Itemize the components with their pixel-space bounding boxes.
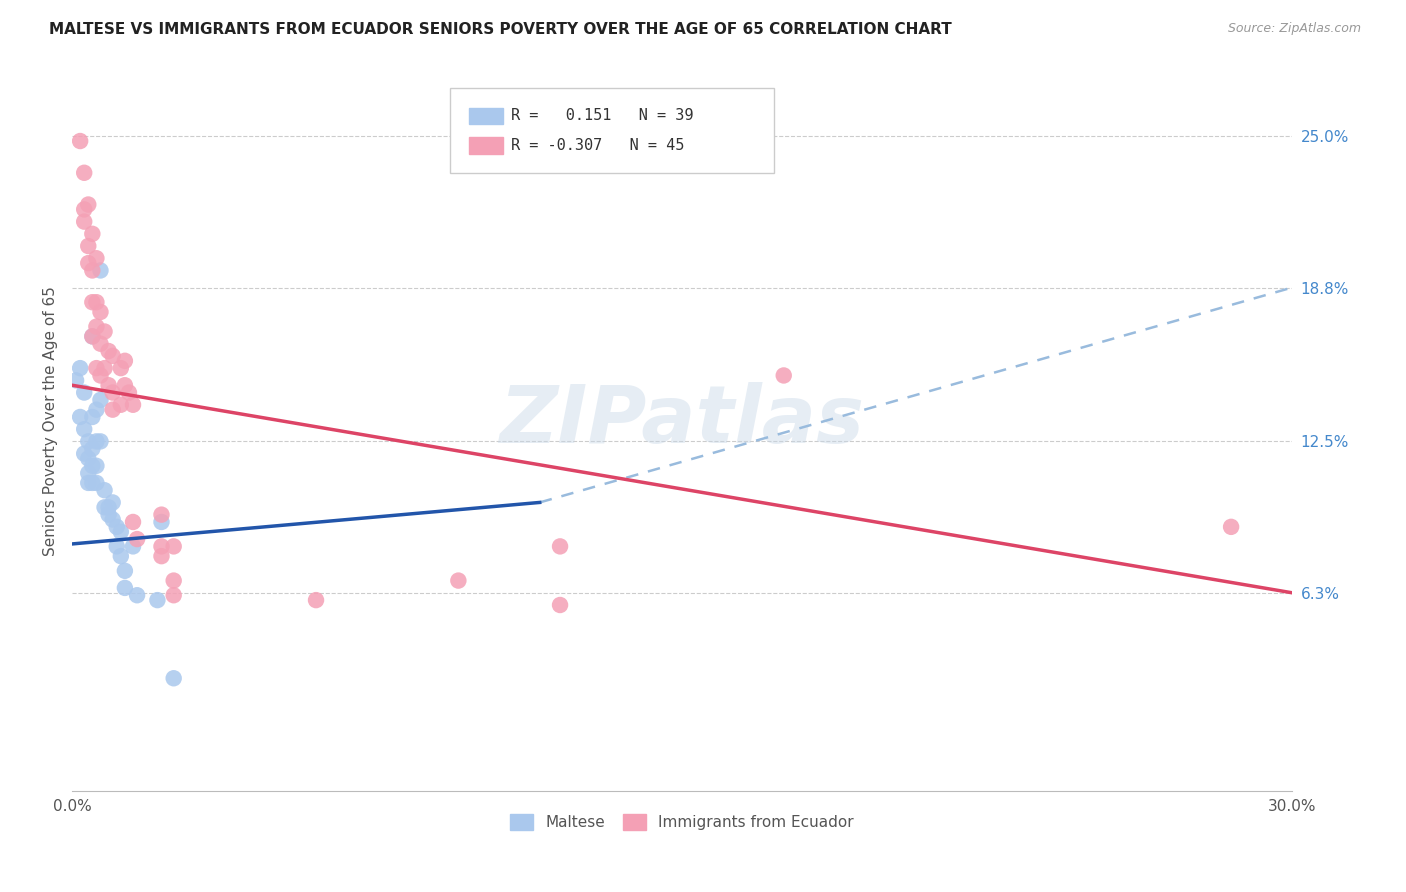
Point: [73, 422, 96, 436]
Point: [82, 458, 104, 473]
Point: [163, 574, 186, 588]
Text: R = -0.307   N = 45: R = -0.307 N = 45: [512, 138, 685, 153]
Point: [101, 349, 124, 363]
Point: [82, 329, 104, 343]
Point: [97, 500, 120, 515]
Point: [69, 409, 91, 424]
Point: [97, 344, 120, 359]
Point: [86, 295, 108, 310]
Point: [110, 524, 132, 539]
Point: [163, 540, 186, 554]
Point: [86, 252, 108, 266]
Point: [110, 398, 132, 412]
Point: [73, 202, 96, 217]
Point: [86, 402, 108, 417]
Point: [125, 588, 148, 602]
Point: [82, 409, 104, 424]
Point: [73, 166, 96, 180]
Point: [163, 671, 186, 685]
Point: [69, 134, 91, 148]
Point: [89, 263, 111, 277]
Point: [101, 512, 124, 526]
Point: [86, 458, 108, 473]
Point: [105, 540, 128, 554]
Point: [77, 434, 100, 449]
Point: [77, 239, 100, 253]
Point: [86, 319, 108, 334]
Point: [305, 593, 328, 607]
Point: [114, 564, 136, 578]
Point: [146, 593, 169, 607]
Point: [82, 329, 104, 343]
Point: [86, 434, 108, 449]
Point: [73, 214, 96, 228]
Point: [122, 515, 145, 529]
Point: [114, 353, 136, 368]
Point: [89, 336, 111, 351]
Point: [101, 495, 124, 509]
Point: [150, 549, 173, 563]
Point: [118, 385, 141, 400]
FancyBboxPatch shape: [450, 87, 773, 173]
Text: R =   0.151   N = 39: R = 0.151 N = 39: [512, 108, 693, 123]
Point: [65, 373, 87, 387]
Point: [89, 368, 111, 383]
Point: [114, 581, 136, 595]
Point: [93, 325, 115, 339]
Point: [93, 500, 115, 515]
Point: [110, 361, 132, 376]
Point: [77, 256, 100, 270]
Point: [86, 475, 108, 490]
Point: [77, 451, 100, 466]
Point: [110, 549, 132, 563]
Point: [82, 295, 104, 310]
Point: [772, 368, 794, 383]
Point: [93, 483, 115, 498]
Text: MALTESE VS IMMIGRANTS FROM ECUADOR SENIORS POVERTY OVER THE AGE OF 65 CORRELATIO: MALTESE VS IMMIGRANTS FROM ECUADOR SENIO…: [49, 22, 952, 37]
Point: [105, 520, 128, 534]
Point: [125, 532, 148, 546]
Point: [548, 598, 571, 612]
Point: [82, 442, 104, 456]
Point: [101, 385, 124, 400]
Point: [77, 466, 100, 480]
Legend: Maltese, Immigrants from Ecuador: Maltese, Immigrants from Ecuador: [503, 808, 860, 836]
Point: [93, 361, 115, 376]
Text: ZIPatlas: ZIPatlas: [499, 382, 865, 459]
Point: [73, 385, 96, 400]
Bar: [468, 137, 503, 153]
Point: [97, 508, 120, 522]
Point: [548, 540, 571, 554]
Point: [163, 588, 186, 602]
Point: [86, 361, 108, 376]
Point: [1220, 520, 1243, 534]
Point: [82, 475, 104, 490]
Point: [73, 447, 96, 461]
Point: [89, 305, 111, 319]
Point: [122, 398, 145, 412]
Point: [150, 508, 173, 522]
Point: [150, 540, 173, 554]
Point: [82, 227, 104, 241]
Point: [77, 475, 100, 490]
Point: [89, 392, 111, 407]
Point: [82, 263, 104, 277]
Point: [101, 402, 124, 417]
Point: [77, 197, 100, 211]
Point: [447, 574, 470, 588]
Point: [122, 540, 145, 554]
Point: [69, 361, 91, 376]
Point: [97, 378, 120, 392]
Point: [150, 515, 173, 529]
Text: Source: ZipAtlas.com: Source: ZipAtlas.com: [1227, 22, 1361, 36]
Bar: [468, 108, 503, 124]
Point: [89, 434, 111, 449]
Y-axis label: Seniors Poverty Over the Age of 65: Seniors Poverty Over the Age of 65: [44, 285, 58, 556]
Point: [114, 378, 136, 392]
